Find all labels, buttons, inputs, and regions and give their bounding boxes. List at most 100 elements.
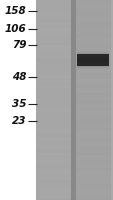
Bar xyxy=(36,148,70,150)
Bar xyxy=(76,54,108,66)
Bar xyxy=(76,51,108,52)
Bar xyxy=(75,158,110,160)
Bar xyxy=(36,165,70,168)
Bar xyxy=(75,195,110,198)
Bar xyxy=(36,45,70,47)
Bar xyxy=(75,175,110,178)
Bar xyxy=(36,12,70,15)
Bar xyxy=(76,65,108,67)
Bar xyxy=(75,22,110,25)
Bar xyxy=(36,0,70,2)
Bar xyxy=(36,80,70,82)
Bar xyxy=(75,188,110,190)
Bar xyxy=(76,59,108,61)
Text: 23: 23 xyxy=(12,116,27,126)
Bar xyxy=(36,83,70,85)
Bar xyxy=(36,15,70,18)
Bar xyxy=(36,138,70,140)
Bar xyxy=(75,20,110,22)
Bar xyxy=(36,32,70,35)
Bar xyxy=(36,160,70,162)
Bar xyxy=(75,58,110,60)
Bar xyxy=(75,122,110,125)
Bar xyxy=(75,0,110,2)
Bar xyxy=(36,108,70,110)
Bar xyxy=(36,88,70,90)
Bar xyxy=(75,155,110,158)
Bar xyxy=(75,162,110,165)
Bar xyxy=(75,65,110,68)
Bar xyxy=(76,53,108,54)
Bar xyxy=(76,52,108,53)
Bar xyxy=(36,40,70,43)
Bar xyxy=(76,66,108,67)
Bar xyxy=(75,78,110,80)
Bar xyxy=(75,125,110,128)
Bar xyxy=(36,162,70,165)
Bar xyxy=(76,57,108,59)
Bar xyxy=(75,180,110,182)
Bar xyxy=(36,142,70,145)
Bar xyxy=(36,190,70,192)
Bar xyxy=(75,135,110,138)
Bar xyxy=(36,10,70,12)
Bar xyxy=(75,100,110,102)
Bar xyxy=(36,135,70,138)
Bar xyxy=(36,7,70,10)
Bar xyxy=(36,130,70,132)
Bar xyxy=(36,75,70,77)
Bar xyxy=(75,52,110,55)
Bar xyxy=(36,100,70,102)
Bar xyxy=(75,85,110,88)
Bar xyxy=(36,172,70,175)
Bar xyxy=(36,192,70,195)
Bar xyxy=(76,60,108,62)
Bar xyxy=(75,128,110,130)
Bar xyxy=(75,15,110,18)
Bar xyxy=(36,182,70,185)
Bar xyxy=(76,67,108,68)
Bar xyxy=(36,105,70,108)
Bar xyxy=(75,7,110,10)
Bar xyxy=(76,50,108,52)
Bar xyxy=(75,18,110,20)
Bar xyxy=(76,53,108,55)
Bar xyxy=(76,58,108,60)
Bar xyxy=(75,105,110,108)
Bar xyxy=(75,38,110,40)
Bar xyxy=(75,73,110,75)
Bar xyxy=(76,56,108,58)
Bar xyxy=(75,178,110,180)
Bar xyxy=(76,55,108,57)
Bar xyxy=(36,125,70,128)
Bar xyxy=(36,92,70,95)
Bar xyxy=(75,75,110,77)
Bar xyxy=(76,62,108,64)
Bar xyxy=(36,158,70,160)
Bar xyxy=(36,168,70,170)
Bar xyxy=(36,78,70,80)
Bar xyxy=(75,55,110,58)
Bar xyxy=(36,195,70,198)
Bar xyxy=(75,98,110,100)
Bar xyxy=(36,128,70,130)
Bar xyxy=(36,98,70,100)
Bar xyxy=(75,152,110,155)
Bar xyxy=(75,160,110,162)
Bar xyxy=(36,18,70,20)
Bar xyxy=(75,110,110,112)
Bar xyxy=(36,150,70,152)
Bar xyxy=(75,68,110,70)
Bar xyxy=(75,150,110,152)
Bar xyxy=(36,117,70,120)
Bar xyxy=(75,120,110,122)
Bar xyxy=(75,83,110,85)
Bar xyxy=(75,47,110,50)
Bar xyxy=(36,90,70,92)
Text: 106: 106 xyxy=(5,24,27,34)
Bar xyxy=(76,59,108,60)
Bar xyxy=(76,52,108,54)
Bar xyxy=(36,5,70,7)
Bar xyxy=(36,120,70,122)
Bar xyxy=(75,145,110,148)
